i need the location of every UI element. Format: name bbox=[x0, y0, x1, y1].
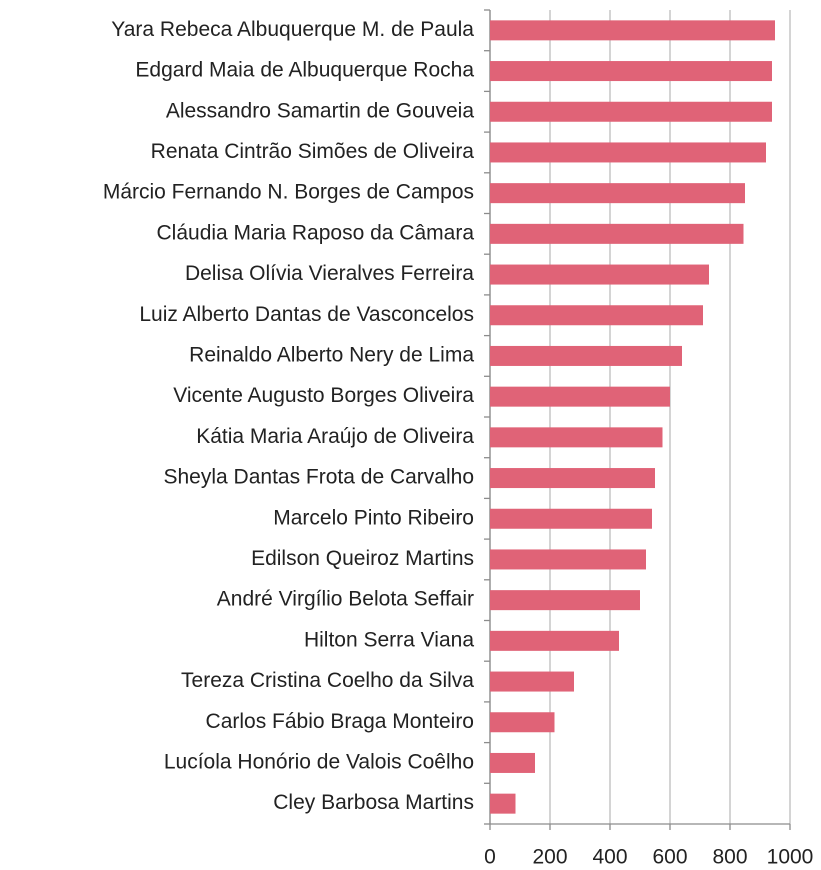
y-tick-label: Vicente Augusto Borges Oliveira bbox=[173, 384, 474, 407]
bar bbox=[490, 223, 744, 244]
bar bbox=[490, 427, 663, 448]
bar bbox=[490, 305, 703, 326]
bar bbox=[490, 183, 745, 204]
bar bbox=[490, 590, 640, 611]
bar bbox=[490, 345, 682, 366]
bar bbox=[490, 386, 670, 407]
bar bbox=[490, 671, 574, 692]
bar bbox=[490, 142, 766, 163]
bar bbox=[490, 630, 619, 651]
y-tick-label: Reinaldo Alberto Nery de Lima bbox=[189, 343, 474, 366]
y-tick-label: Yara Rebeca Albuquerque M. de Paula bbox=[111, 18, 474, 41]
y-tick-label: Lucíola Honório de Valois Coêlho bbox=[164, 750, 474, 773]
x-tick-label: 800 bbox=[712, 846, 747, 869]
x-tick-label: 1000 bbox=[767, 846, 814, 869]
x-tick-label: 0 bbox=[484, 846, 496, 869]
y-tick-label: Marcelo Pinto Ribeiro bbox=[273, 506, 474, 529]
y-tick-label: Sheyla Dantas Frota de Carvalho bbox=[164, 466, 475, 489]
bar bbox=[490, 508, 652, 529]
x-tick-label: 600 bbox=[652, 846, 687, 869]
y-tick-label: Kátia Maria Araújo de Oliveira bbox=[196, 425, 474, 448]
x-tick-label: 200 bbox=[532, 846, 567, 869]
y-tick-label: Tereza Cristina Coelho da Silva bbox=[181, 669, 474, 692]
y-tick-label: Cley Barbosa Martins bbox=[273, 791, 474, 814]
bar bbox=[490, 468, 655, 489]
y-tick-label: Márcio Fernando N. Borges de Campos bbox=[103, 181, 474, 204]
bar bbox=[490, 752, 535, 773]
y-tick-label: Alessandro Samartin de Gouveia bbox=[166, 99, 474, 122]
y-tick-label: Hilton Serra Viana bbox=[304, 628, 474, 651]
bar bbox=[490, 793, 516, 814]
bar bbox=[490, 101, 772, 122]
y-tick-label: Edilson Queiroz Martins bbox=[251, 547, 474, 570]
y-tick-label: Renata Cintrão Simões de Oliveira bbox=[151, 140, 475, 163]
y-tick-label: André Virgílio Belota Seffair bbox=[217, 588, 474, 611]
bar bbox=[490, 61, 772, 82]
y-tick-label: Edgard Maia de Albuquerque Rocha bbox=[135, 59, 474, 82]
bar bbox=[490, 549, 646, 570]
y-tick-label: Delisa Olívia Vieralves Ferreira bbox=[185, 262, 474, 285]
x-tick-label: 400 bbox=[592, 846, 627, 869]
y-tick-label: Carlos Fábio Braga Monteiro bbox=[206, 710, 474, 733]
bar bbox=[490, 264, 709, 285]
y-tick-label: Luiz Alberto Dantas de Vasconcelos bbox=[139, 303, 474, 326]
bar bbox=[490, 712, 555, 733]
y-tick-label: Cláudia Maria Raposo da Câmara bbox=[157, 221, 475, 244]
bar bbox=[490, 20, 775, 41]
